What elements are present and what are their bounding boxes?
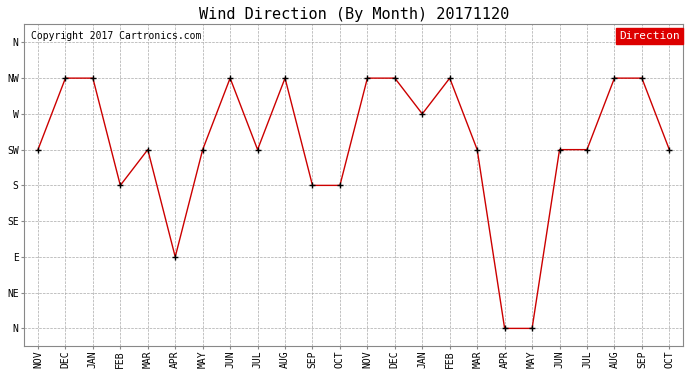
Text: Direction: Direction [619,31,680,41]
Text: Copyright 2017 Cartronics.com: Copyright 2017 Cartronics.com [31,31,201,41]
Title: Wind Direction (By Month) 20171120: Wind Direction (By Month) 20171120 [199,7,509,22]
